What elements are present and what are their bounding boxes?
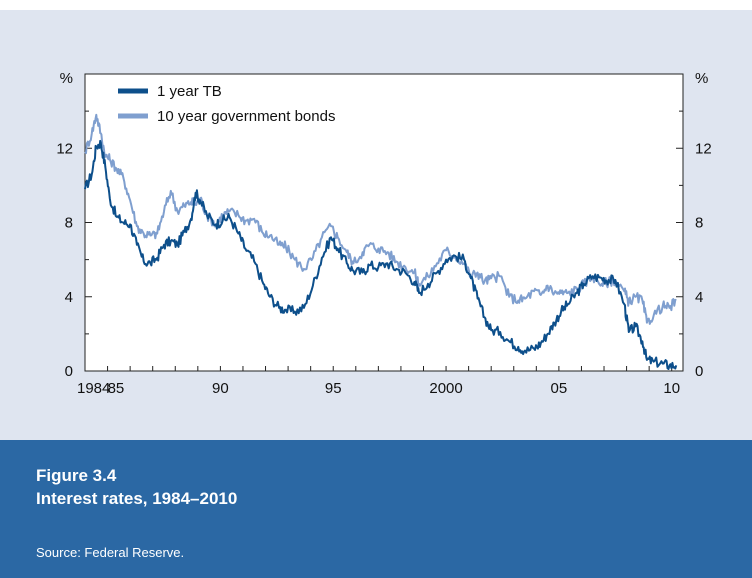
series-line-1-year-tb [84, 139, 678, 370]
figure-title: Interest rates, 1984–2010 [36, 489, 238, 508]
x-tick-label: 90 [212, 380, 229, 397]
plot-area [84, 73, 684, 372]
y-tick-label-left: 4 [65, 289, 73, 306]
x-tick-label: 1984 [77, 380, 110, 397]
y-tick-label-left: 0 [65, 363, 73, 380]
caption-panel: Figure 3.4 Interest rates, 1984–2010 Sou… [0, 440, 752, 578]
x-tick-label: 85 [108, 380, 125, 397]
y-tick-label-right: 12 [695, 140, 712, 157]
y-tick-label-left: 12 [56, 140, 73, 157]
chart-panel: 0 0 4 4 8 8 12 12%% 1984 85 90 95 2000 05 10 1 year TB 1… [0, 10, 752, 440]
x-tick-label: 05 [551, 380, 568, 397]
x-tick-label: 2000 [429, 380, 462, 397]
x-tick-label: 95 [325, 380, 342, 397]
y-tick-label-left: 8 [65, 215, 73, 232]
y-axis-unit-right: % [695, 70, 708, 87]
legend-label: 10 year government bonds [157, 108, 335, 125]
y-axis-unit-left: % [60, 70, 73, 87]
figure-source: Source: Federal Reserve. [36, 545, 185, 560]
x-tick-label: 10 [663, 380, 680, 397]
figure-number: Figure 3.4 [36, 466, 117, 485]
y-tick-label-right: 4 [695, 289, 703, 306]
y-tick-label-right: 0 [695, 363, 703, 380]
legend-label: 1 year TB [157, 83, 222, 100]
y-tick-label-right: 8 [695, 215, 703, 232]
